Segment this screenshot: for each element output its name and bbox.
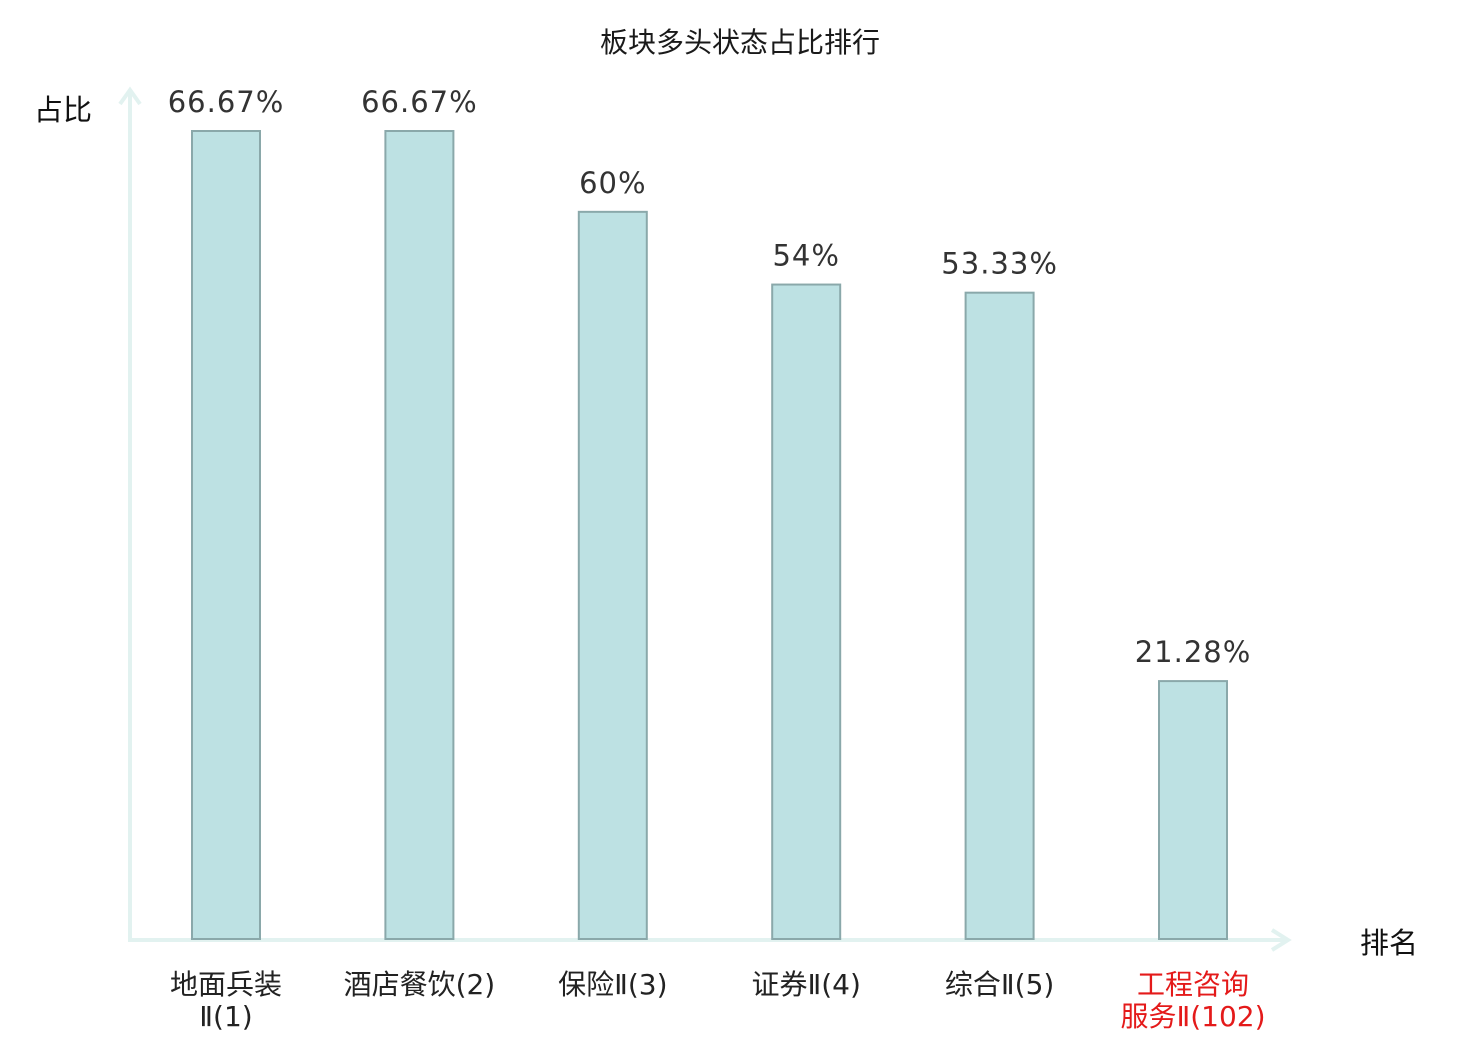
- value-label-3: 60%: [579, 166, 646, 200]
- category-label-5-line-1: 综合Ⅱ(5): [945, 968, 1054, 1001]
- category-label-3-line-1: 保险Ⅱ(3): [558, 968, 667, 1001]
- y-axis-arrow: [118, 86, 142, 106]
- value-labels-group: 66.67% 66.67% 60% 54% 53.33% 21.28%: [168, 85, 1252, 669]
- category-label-1-line-2: Ⅱ(1): [199, 1000, 252, 1033]
- category-label-2-line-1: 酒店餐饮(2): [344, 968, 496, 1001]
- category-label-4-line-1: 证券Ⅱ(4): [751, 968, 860, 1001]
- chart-title: 板块多头状态占比排行: [600, 26, 880, 59]
- bar-5: [964, 291, 1035, 940]
- value-label-6: 21.28%: [1135, 635, 1252, 669]
- x-axis-label: 排名: [1360, 926, 1418, 960]
- bar-6: [1158, 680, 1228, 940]
- category-label-6-line-2: 服务Ⅱ(102): [1120, 1000, 1265, 1033]
- value-label-4: 54%: [772, 239, 839, 273]
- x-axis-arrow: [1270, 928, 1292, 952]
- bars-group: [191, 130, 1228, 940]
- bar-2: [384, 130, 455, 940]
- bar-1: [191, 130, 261, 940]
- category-label-6-line-1: 工程咨询: [1137, 968, 1249, 1001]
- bar-3: [577, 210, 648, 940]
- category-label-1-line-1: 地面兵装: [170, 968, 282, 1001]
- y-axis-label: 占比: [34, 93, 92, 127]
- value-label-2: 66.67%: [361, 85, 478, 119]
- value-label-5: 53.33%: [941, 247, 1058, 281]
- bar-4: [771, 283, 842, 940]
- value-label-1: 66.67%: [168, 85, 285, 119]
